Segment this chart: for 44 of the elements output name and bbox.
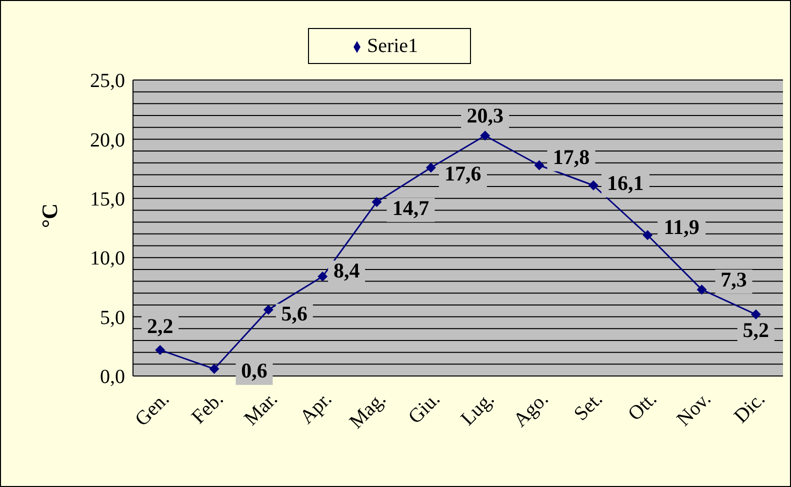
point [426, 162, 436, 173]
x-tick-label: Dic. [730, 388, 770, 428]
x-tick-label: Set. [570, 388, 607, 426]
point [372, 196, 382, 207]
point [588, 180, 598, 190]
data-label: 2,2 [146, 314, 174, 338]
x-tick-label: Mag. [345, 388, 390, 434]
point [480, 130, 490, 141]
data-label: 5,6 [281, 302, 308, 326]
x-tick-label: Feb. [188, 388, 228, 428]
data-label: 20,3 [466, 103, 504, 128]
data-label: 0,6 [241, 358, 268, 383]
point [642, 230, 653, 240]
x-tick-label: Ago. [509, 388, 553, 432]
point [696, 284, 707, 295]
x-tick-label: Lug. [456, 388, 499, 430]
data-label: 17,8 [552, 145, 590, 170]
point [209, 364, 220, 374]
point [155, 344, 166, 355]
data-label: 7,3 [720, 267, 747, 292]
y-tick-label: 0,0 [100, 366, 125, 388]
x-tick-label: Mar. [240, 388, 282, 430]
data-label: 8,4 [333, 258, 360, 282]
y-tick-label: 20,0 [90, 129, 125, 152]
x-tick-label: Ott. [624, 388, 662, 426]
data-label: 5,2 [742, 318, 770, 342]
y-tick-label: 25,0 [90, 70, 125, 92]
data-label: 16,1 [607, 171, 644, 196]
x-tick-label: Giu. [404, 388, 444, 428]
legend-label: Serie1 [366, 34, 418, 56]
y-tick-label: 10,0 [90, 248, 125, 270]
data-label: 17,6 [444, 161, 482, 186]
x-tick-label: Apr. [296, 388, 336, 428]
point [750, 309, 761, 320]
y-axis-title: °C [36, 203, 62, 228]
x-tick-label: Gen. [131, 388, 174, 431]
data-label: 11,9 [664, 214, 700, 239]
y-tick-label: 5,0 [100, 306, 125, 329]
point [263, 304, 274, 315]
data-label: 14,7 [392, 196, 430, 220]
y-tick-label: 15,0 [90, 188, 125, 210]
point [318, 272, 328, 282]
point [534, 160, 544, 170]
x-tick-label: Nov. [672, 388, 716, 431]
